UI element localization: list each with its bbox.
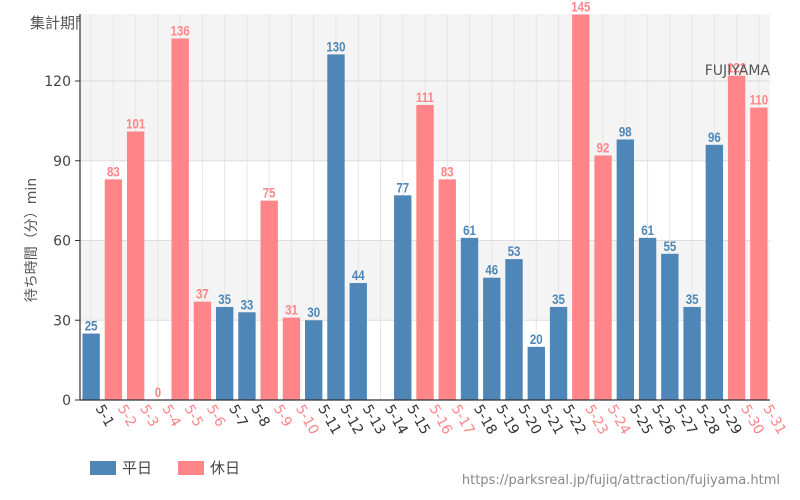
bar	[215, 306, 234, 400]
bar	[483, 277, 501, 400]
bar	[238, 312, 256, 400]
value-label: 35	[552, 291, 565, 307]
x-tick-label: 5-3	[136, 402, 161, 430]
value-label: 31	[285, 301, 298, 317]
chart-title: FUJIYAMA	[705, 63, 771, 79]
x-tick-label: 5-5	[181, 402, 206, 430]
bar	[727, 75, 746, 400]
bar	[416, 104, 434, 401]
y-axis-label: 待ち時間（分）min	[24, 178, 40, 302]
weekday-swatch	[90, 460, 116, 475]
y-tick-label: 90	[53, 154, 71, 170]
bar	[616, 139, 635, 400]
value-label: 35	[218, 291, 231, 307]
value-label: 122	[727, 60, 746, 76]
value-label: 53	[508, 243, 521, 259]
value-labels: 25 83 101 0 136 37 35 33 75 31 30 130 44 77 111 83 61 46 5…	[85, 0, 768, 400]
holiday-swatch	[178, 460, 205, 475]
bar	[82, 333, 100, 400]
x-tick-label: 5-8	[247, 402, 272, 430]
bar	[683, 306, 701, 400]
legend-weekday-label: 平日	[122, 459, 153, 477]
x-tick-labels: 5-15-25-35-45-55-65-75-85-95-105-115-125…	[92, 402, 789, 438]
value-label: 30	[307, 304, 320, 320]
x-tick-label: 5-6	[203, 402, 228, 430]
bar	[638, 237, 657, 400]
bar	[394, 195, 412, 400]
value-label: 136	[171, 22, 190, 38]
bar	[349, 283, 367, 400]
value-label: 96	[708, 129, 721, 145]
value-label: 0	[155, 384, 161, 400]
axes	[75, 14, 770, 401]
x-tick-label: 5-1	[92, 402, 117, 430]
bar	[282, 317, 301, 400]
bar	[661, 253, 679, 400]
value-label: 98	[619, 123, 632, 139]
value-label: 75	[263, 185, 276, 201]
y-tick-labels: 0 30 60 90 120	[44, 74, 71, 409]
value-label: 46	[485, 262, 498, 278]
value-label: 110	[750, 91, 769, 107]
y-tick-label: 120	[44, 74, 71, 90]
bar	[705, 144, 724, 400]
bar	[104, 179, 123, 400]
value-label: 92	[597, 139, 610, 155]
bar	[305, 320, 323, 400]
x-tick-label: 5-31	[759, 402, 789, 438]
value-label: 44	[352, 267, 366, 283]
bar	[527, 346, 545, 400]
legend-item-weekday: 平日	[90, 457, 152, 478]
value-label: 101	[126, 115, 145, 131]
bar	[549, 306, 568, 400]
value-label: 35	[686, 291, 699, 307]
bar	[171, 38, 189, 400]
x-tick-label: 5-2	[114, 402, 139, 430]
source-url: https://parksreal.jp/fujiq/attraction/fu…	[461, 473, 780, 488]
value-label: 83	[107, 163, 120, 179]
x-tick-label: 5-7	[225, 402, 250, 430]
value-label: 111	[416, 89, 434, 105]
y-tick-label: 60	[53, 234, 71, 250]
bar	[460, 237, 479, 400]
bar	[750, 107, 768, 400]
value-label: 33	[241, 296, 254, 312]
value-label: 55	[663, 238, 676, 254]
bar	[572, 14, 590, 401]
bar	[594, 155, 612, 400]
value-label: 77	[396, 179, 409, 195]
bar	[438, 179, 456, 400]
x-tick-label: 5-4	[158, 402, 183, 430]
value-label: 25	[85, 317, 98, 333]
value-label: 61	[463, 222, 476, 238]
value-label: 130	[326, 38, 345, 54]
legend-holiday-label: 休日	[210, 459, 241, 477]
value-label: 145	[571, 0, 590, 15]
value-label: 37	[196, 286, 209, 302]
bar	[260, 200, 278, 400]
value-label: 83	[441, 163, 454, 179]
bar	[505, 259, 523, 400]
x-tick-label: 5-9	[270, 402, 295, 430]
y-tick-label: 0	[62, 393, 71, 409]
bar	[327, 54, 345, 401]
y-tick-label: 30	[53, 313, 71, 329]
legend: 平日 休日	[90, 457, 266, 478]
bar	[193, 301, 212, 400]
value-label: 61	[641, 222, 654, 238]
legend-item-holiday: 休日	[178, 457, 240, 478]
bar	[126, 131, 145, 400]
value-label: 20	[530, 331, 543, 347]
bars	[82, 14, 768, 401]
